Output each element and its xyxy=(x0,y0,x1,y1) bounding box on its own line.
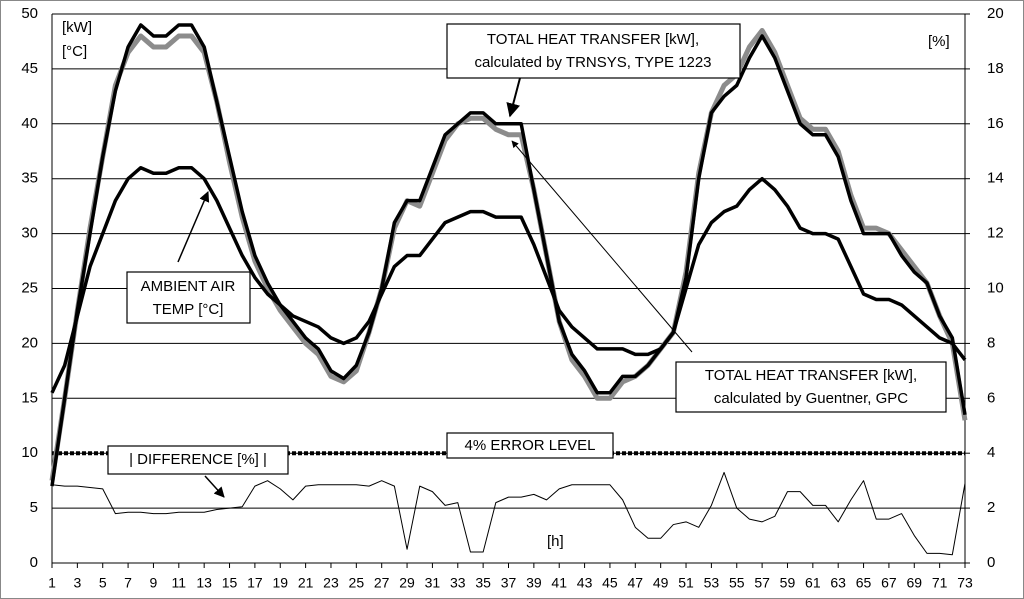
y-tick-label: 15 xyxy=(21,389,38,406)
x-tick-label: 43 xyxy=(577,575,593,591)
y-tick-label: 25 xyxy=(21,279,38,296)
y2-tick-label: 16 xyxy=(987,115,1004,132)
y-tick-label: 50 xyxy=(21,5,38,22)
x-tick-label: 51 xyxy=(678,575,694,591)
y-tick-label: 0 xyxy=(30,554,38,571)
callout-box xyxy=(446,432,614,459)
y-tick-label: 35 xyxy=(21,170,38,187)
x-tick-label: 5 xyxy=(99,575,107,591)
annotations: [kW] [°C] [%] [h] TOTAL HEAT TRANSFER [k… xyxy=(62,19,950,550)
x-tick-label: 55 xyxy=(729,575,745,591)
x-tick-label: 21 xyxy=(298,575,314,591)
callout-arrow xyxy=(506,77,521,118)
y-tick-label: 20 xyxy=(21,334,38,351)
x-tick-label: 37 xyxy=(501,575,517,591)
x-tick-label: 67 xyxy=(881,575,897,591)
x-unit-label: [h] xyxy=(547,533,564,550)
y2-tick-label: 0 xyxy=(987,554,995,571)
x-tick-label: 63 xyxy=(830,575,846,591)
y2-tick-label: 8 xyxy=(987,334,995,351)
y2-tick-label: 18 xyxy=(987,60,1004,77)
x-tick-label: 31 xyxy=(425,575,441,591)
callout-text: calculated by Guentner, GPC xyxy=(714,390,908,407)
y2-tick-label: 10 xyxy=(987,279,1004,296)
y2-tick-label: 6 xyxy=(987,389,995,406)
callout-box xyxy=(675,361,947,413)
x-tick-label: 13 xyxy=(196,575,212,591)
y-tick-label: 5 xyxy=(30,499,38,516)
callout-text: TEMP [°C] xyxy=(153,301,224,318)
y-tick-label: 40 xyxy=(21,115,38,132)
x-tick-label: 1 xyxy=(48,575,56,591)
x-tick-label: 11 xyxy=(172,575,187,591)
y-unit-label: [kW] xyxy=(62,19,92,36)
x-tick-label: 57 xyxy=(754,575,770,591)
x-tick-label: 65 xyxy=(856,575,872,591)
callout-arrow xyxy=(511,140,693,353)
x-tick-label: 49 xyxy=(653,575,669,591)
series-line xyxy=(50,23,967,487)
x-tick-label: 19 xyxy=(272,575,288,591)
x-tick-label: 33 xyxy=(450,575,466,591)
callout-arrow xyxy=(177,191,210,263)
x-tick-label: 23 xyxy=(323,575,339,591)
y2-tick-label: 12 xyxy=(987,225,1004,242)
x-tick-label: 9 xyxy=(150,575,158,591)
x-tick-label: 69 xyxy=(906,575,922,591)
x-tick-label: 61 xyxy=(805,575,821,591)
x-tick-label: 17 xyxy=(247,575,263,591)
series-line xyxy=(51,471,966,556)
x-tick-label: 35 xyxy=(475,575,491,591)
callout-text: AMBIENT AIR xyxy=(141,278,236,295)
x-tick-label: 47 xyxy=(628,575,644,591)
x-tick-label: 27 xyxy=(374,575,390,591)
y2-tick-label: 4 xyxy=(987,444,995,461)
x-tick-label: 59 xyxy=(780,575,796,591)
series-line xyxy=(50,165,967,394)
y-tick-label: 45 xyxy=(21,60,38,77)
error-level-label: 4% ERROR LEVEL xyxy=(465,437,596,454)
y2-tick-label: 20 xyxy=(987,5,1004,22)
y-tick-label: 10 xyxy=(21,444,38,461)
x-tick-label: 3 xyxy=(73,575,81,591)
y-unit-label: [°C] xyxy=(62,43,87,60)
x-tick-label: 73 xyxy=(957,575,973,591)
x-tick-label: 45 xyxy=(602,575,618,591)
x-tick-label: 29 xyxy=(399,575,415,591)
y2-unit-label: [%] xyxy=(928,33,950,50)
callout-box xyxy=(126,271,251,324)
callout-text: calculated by TRNSYS, TYPE 1223 xyxy=(474,54,711,71)
x-tick-label: 41 xyxy=(551,575,567,591)
callout-box xyxy=(107,445,289,475)
y2-tick-label: 14 xyxy=(987,170,1004,187)
y-tick-label: 30 xyxy=(21,225,38,242)
x-tick-label: 7 xyxy=(124,575,132,591)
y2-tick-label: 2 xyxy=(987,499,995,516)
callout-text: TOTAL HEAT TRANSFER [kW], xyxy=(705,367,917,384)
callout-box xyxy=(446,23,741,79)
callout-arrow xyxy=(204,475,225,498)
x-tick-label: 25 xyxy=(349,575,365,591)
x-tick-label: 71 xyxy=(932,575,948,591)
callout-text: TOTAL HEAT TRANSFER [kW], xyxy=(487,31,699,48)
x-tick-label: 15 xyxy=(222,575,238,591)
x-tick-label: 39 xyxy=(526,575,542,591)
x-tick-label: 53 xyxy=(704,575,720,591)
callout-text: | DIFFERENCE [%] | xyxy=(129,451,267,468)
